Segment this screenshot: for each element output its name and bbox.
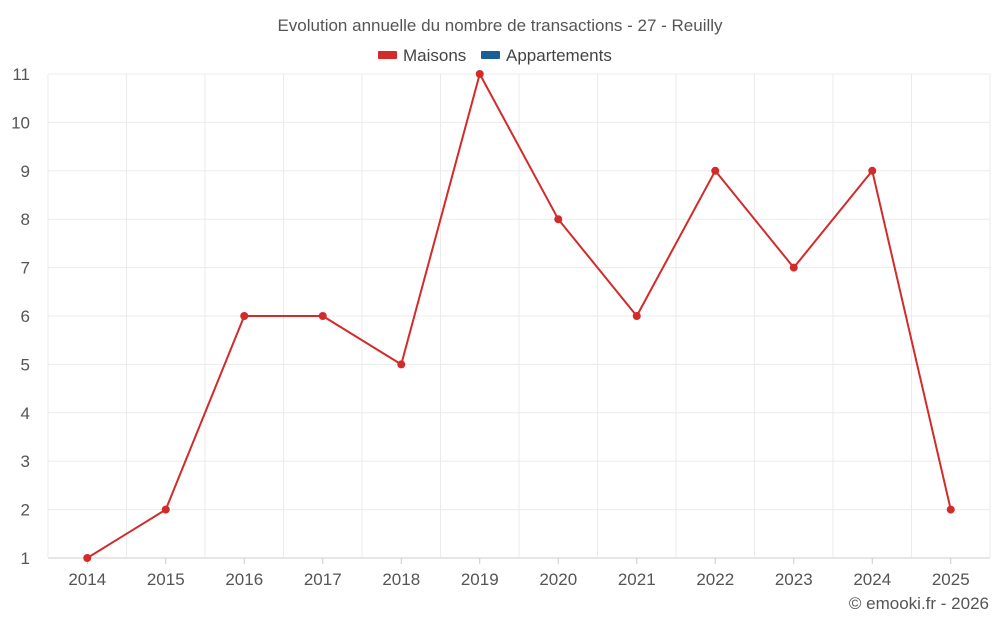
data-point-maisons-2021[interactable]: [632, 312, 641, 320]
credit-text: © emooki.fr - 2026: [849, 594, 989, 613]
y-tick-label: 4: [21, 404, 30, 423]
data-point-maisons-2024[interactable]: [868, 166, 877, 175]
legend-label-appartements: Appartements: [506, 46, 612, 65]
series-maisons: [83, 70, 955, 562]
y-tick-label: 3: [21, 452, 30, 471]
y-tick-label: 5: [21, 355, 30, 374]
data-point-maisons-2019[interactable]: [475, 70, 484, 78]
y-tick-label: 6: [21, 307, 30, 326]
y-tick-label: 10: [11, 113, 30, 132]
legend-item-appartements[interactable]: Appartements: [481, 46, 612, 65]
data-point-maisons-2023[interactable]: [789, 263, 798, 272]
data-point-maisons-2022[interactable]: [711, 166, 720, 175]
x-tick-label: 2015: [147, 570, 185, 589]
legend-label-maisons: Maisons: [403, 46, 466, 65]
y-tick-label: 1: [21, 549, 30, 568]
data-point-maisons-2020[interactable]: [554, 215, 563, 224]
data-point-maisons-2017[interactable]: [318, 312, 327, 320]
grid: [47, 73, 991, 559]
series-line-maisons: [86, 73, 952, 559]
legend: Maisons Appartements: [378, 46, 612, 65]
x-tick-label: 2021: [618, 570, 656, 589]
y-tick-label: 8: [21, 210, 30, 229]
x-tick-label: 2025: [932, 570, 970, 589]
x-tick-label: 2019: [461, 570, 499, 589]
data-point-maisons-2015[interactable]: [161, 505, 170, 514]
data-point-maisons-2014[interactable]: [83, 554, 92, 562]
x-tick-label: 2018: [382, 570, 420, 589]
y-axis: 1 2 3 4 5 6 7 8 9 10 11: [11, 65, 30, 568]
data-point-maisons-2016[interactable]: [240, 312, 249, 320]
chart-title: Evolution annuelle du nombre de transact…: [277, 16, 723, 35]
x-tick-label: 2020: [539, 570, 577, 589]
y-tick-label: 2: [21, 501, 30, 520]
legend-swatch-appartements: [481, 51, 500, 59]
x-tick-label: 2016: [225, 570, 263, 589]
x-tick-label: 2014: [68, 570, 106, 589]
x-tick-label: 2022: [696, 570, 734, 589]
legend-swatch-maisons: [378, 51, 397, 59]
legend-item-maisons[interactable]: Maisons: [378, 46, 466, 65]
x-tick-label: 2017: [304, 570, 342, 589]
x-axis: 2014 2015 2016 2017 2018 2019 2020 2021 2022 2023…: [68, 558, 970, 589]
x-tick-label: 2023: [775, 570, 813, 589]
data-point-maisons-2018[interactable]: [397, 360, 406, 369]
y-tick-label: 7: [21, 259, 30, 278]
y-tick-label: 11: [12, 65, 30, 84]
data-point-maisons-2025[interactable]: [946, 505, 955, 514]
x-tick-label: 2024: [853, 570, 891, 589]
y-tick-label: 9: [21, 162, 30, 181]
